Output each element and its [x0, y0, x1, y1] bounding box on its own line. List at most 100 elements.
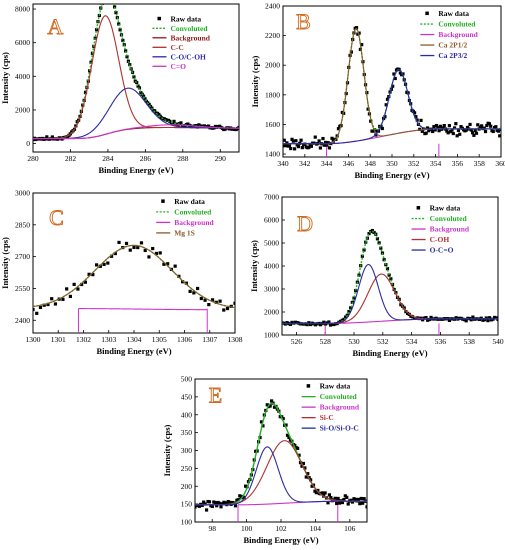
- raw-data-point: [306, 472, 310, 476]
- raw-data-point: [98, 264, 102, 268]
- raw-data-point: [125, 55, 129, 59]
- raw-data-point: [412, 111, 417, 115]
- raw-data-point: [360, 43, 364, 47]
- raw-data-point: [327, 320, 331, 324]
- raw-data-point: [94, 28, 99, 32]
- raw-data-point: [287, 435, 291, 440]
- raw-data-point: [432, 125, 436, 129]
- raw-data-point: [398, 71, 402, 75]
- legend-label: Ca 2P1/2: [438, 41, 467, 50]
- legend-label: O-C=O: [430, 246, 454, 255]
- legend: Raw dataConvolutedBackgroundC-CC-O/C-OHC…: [152, 14, 211, 71]
- raw-data-point: [285, 141, 289, 145]
- y-tick-label: 150: [181, 500, 193, 509]
- y-tick-label: 1400: [265, 150, 280, 159]
- y-tick-label: 500: [181, 375, 193, 384]
- raw-data-point: [195, 125, 200, 129]
- x-tick-label: 344: [321, 159, 333, 168]
- raw-data-point: [296, 446, 300, 450]
- raw-data-point: [459, 125, 463, 129]
- raw-data-point: [202, 500, 206, 504]
- raw-data-point: [429, 315, 433, 320]
- raw-data-point: [414, 316, 418, 321]
- raw-data-point: [106, 261, 110, 265]
- raw-data-point: [419, 118, 423, 122]
- raw-data-point: [117, 240, 121, 245]
- y-tick-label: 6000: [15, 38, 30, 47]
- raw-data-point: [476, 123, 480, 127]
- raw-data-point: [469, 128, 473, 132]
- raw-data-point: [42, 303, 46, 307]
- raw-data-point: [305, 323, 309, 327]
- legend-label: Background: [170, 33, 210, 42]
- raw-data-point: [318, 146, 323, 150]
- raw-data-point: [50, 135, 54, 139]
- plot-area: [283, 26, 501, 157]
- y-tick-label: 1600: [265, 120, 280, 129]
- raw-data-point: [482, 126, 486, 130]
- raw-data-point: [344, 315, 348, 319]
- raw-data-point: [454, 122, 458, 126]
- legend-label: C-O/C-OH: [170, 52, 206, 61]
- raw-data-point: [265, 403, 269, 407]
- y-tick-label: 8000: [15, 5, 30, 14]
- raw-data-point: [384, 103, 388, 107]
- legend-label: Si-O/Si-O-C: [320, 424, 359, 433]
- x-tick-label: 284: [102, 154, 114, 163]
- raw-data-point: [214, 300, 218, 304]
- raw-data-point: [300, 146, 304, 150]
- raw-data-point: [304, 475, 308, 479]
- x-tick-label: 532: [377, 337, 389, 346]
- x-tick-label: 1300: [26, 335, 41, 344]
- raw-data-point: [172, 119, 176, 123]
- legend-label: Background: [174, 218, 214, 227]
- raw-data-point: [326, 141, 330, 145]
- raw-data-point: [446, 131, 450, 135]
- raw-data-point: [210, 504, 214, 508]
- raw-data-point: [298, 461, 303, 465]
- x-tick-label: 530: [348, 337, 360, 346]
- raw-data-point: [147, 255, 151, 259]
- raw-data-point: [293, 443, 297, 447]
- raw-data-point: [259, 420, 264, 424]
- legend-label: C=O: [170, 62, 186, 71]
- raw-data-point: [458, 132, 462, 136]
- raw-data-point: [366, 107, 370, 111]
- raw-data-point: [414, 115, 418, 119]
- raw-data-point: [323, 140, 328, 145]
- panel-e: 98 100 102 104 106 100 150 200 250 300 350 400 450 50…: [162, 375, 368, 545]
- raw-data-point: [61, 297, 65, 301]
- raw-data-point: [360, 254, 364, 258]
- raw-data-point: [132, 75, 136, 79]
- x-tick-label: 346: [343, 159, 355, 168]
- raw-data-point: [195, 505, 197, 509]
- raw-data-point: [342, 317, 346, 321]
- raw-data-point: [68, 294, 73, 299]
- y-tick-label: 7000: [264, 193, 279, 202]
- x-tick-label: 358: [474, 159, 486, 168]
- raw-data-point: [358, 502, 362, 506]
- raw-data-point: [297, 453, 301, 457]
- raw-data-point: [474, 131, 479, 135]
- x-tick-label: 360: [495, 159, 505, 168]
- raw-data-point: [295, 143, 299, 147]
- series-mg-1s: [33, 244, 235, 309]
- raw-data-point: [377, 241, 381, 245]
- raw-data-point: [322, 143, 326, 147]
- raw-data-point: [394, 291, 398, 295]
- raw-data-point: [121, 38, 125, 43]
- x-tick-label: 282: [65, 154, 77, 163]
- raw-data-point: [421, 318, 425, 322]
- raw-data-point: [447, 124, 452, 128]
- raw-data-point: [283, 138, 286, 142]
- raw-data-point: [356, 497, 360, 502]
- raw-data-point: [289, 146, 293, 151]
- raw-data-point: [142, 94, 146, 98]
- raw-data-point: [327, 493, 332, 497]
- raw-data-point: [313, 323, 318, 327]
- raw-data-point: [110, 0, 113, 1]
